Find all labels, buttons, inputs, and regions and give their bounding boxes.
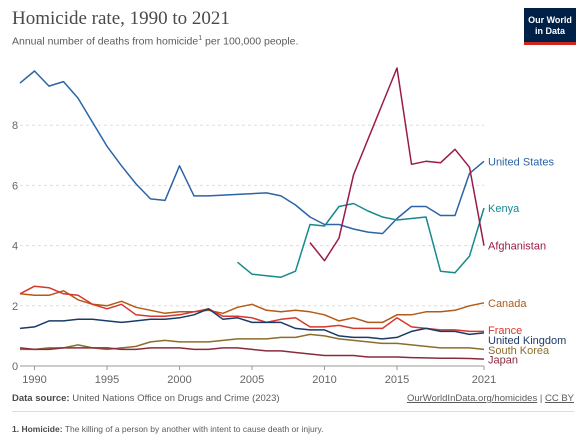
series-lines [19, 67, 485, 360]
subtitle-text: Annual number of deaths from homicide [12, 35, 199, 48]
series-line-japan[interactable] [19, 347, 485, 360]
x-tick-label: 2005 [240, 374, 264, 385]
owid-logo[interactable]: Our World in Data [524, 8, 576, 45]
series-label-south-korea[interactable]: South Korea [488, 345, 550, 357]
footer-divider [12, 411, 574, 412]
footnote: 1. Homicide: The killing of a person by … [12, 424, 324, 434]
series-line-kenya[interactable] [237, 202, 485, 278]
chart-title: Homicide rate, 1990 to 2021 [12, 8, 230, 29]
series-label-japan[interactable]: Japan [488, 354, 518, 366]
source-text: United Nations Office on Drugs and Crime… [69, 393, 280, 404]
series-label-united-states[interactable]: United States [488, 156, 555, 168]
series-label-afghanistan[interactable]: Afghanistan [488, 241, 546, 253]
subtitle-text-end: per 100,000 people. [202, 35, 299, 48]
chart-subtitle: Annual number of deaths from homicide1 p… [12, 35, 298, 48]
homicides-link[interactable]: OurWorldInData.org/homicides [406, 393, 538, 404]
series-label-canada[interactable]: Canada [488, 298, 527, 310]
x-tick-label: 2010 [312, 374, 336, 385]
y-tick-label: 4 [12, 241, 18, 253]
y-tick-label: 8 [12, 120, 18, 132]
series-line-canada[interactable] [19, 290, 485, 324]
series-line-france[interactable] [19, 285, 484, 333]
series-line-united-kingdom[interactable] [19, 308, 485, 340]
series-label-united-kingdom[interactable]: United Kingdom [488, 335, 566, 347]
footer-links: OurWorldInData.org/homicides | CC BY [407, 393, 574, 404]
footnote-text: The killing of a person by another with … [62, 424, 324, 434]
x-axis: 1990 1995 2000 2005 2010 2015 2021 [22, 366, 496, 385]
series-line-afghanistan[interactable] [309, 67, 485, 262]
y-tick-label: 6 [12, 180, 18, 192]
source-label: Data source: [12, 393, 70, 404]
logo-line-1: Our World [528, 15, 572, 25]
gridlines: 0 2 4 6 8 [12, 120, 484, 373]
x-tick-label: 2000 [167, 374, 191, 385]
data-source: Data source: United Nations Office on Dr… [12, 393, 280, 404]
series-label-france[interactable]: France [488, 325, 522, 337]
series-line-united-states[interactable] [19, 70, 485, 235]
line-chart: 0 2 4 6 8 1990 1995 2000 2005 2010 2015 2021 Unite… [12, 67, 566, 385]
x-tick-label: 1990 [22, 374, 46, 385]
footnote-marker[interactable]: 1 [198, 35, 203, 42]
x-tick-label: 2015 [385, 374, 409, 385]
x-tick-label: 1995 [95, 374, 119, 385]
license-link[interactable]: CC BY [544, 393, 574, 404]
footnote-label: 1. Homicide: [12, 424, 63, 434]
series-label-kenya[interactable]: Kenya [488, 203, 520, 215]
y-tick-label: 2 [12, 301, 18, 313]
y-tick-label: 0 [12, 361, 18, 373]
series-labels: United States Kenya Afghanistan Canada Franc… [488, 156, 566, 366]
link-separator: | [537, 393, 545, 404]
logo-line-2: in Data [534, 26, 565, 36]
x-tick-label: 2021 [472, 374, 496, 385]
